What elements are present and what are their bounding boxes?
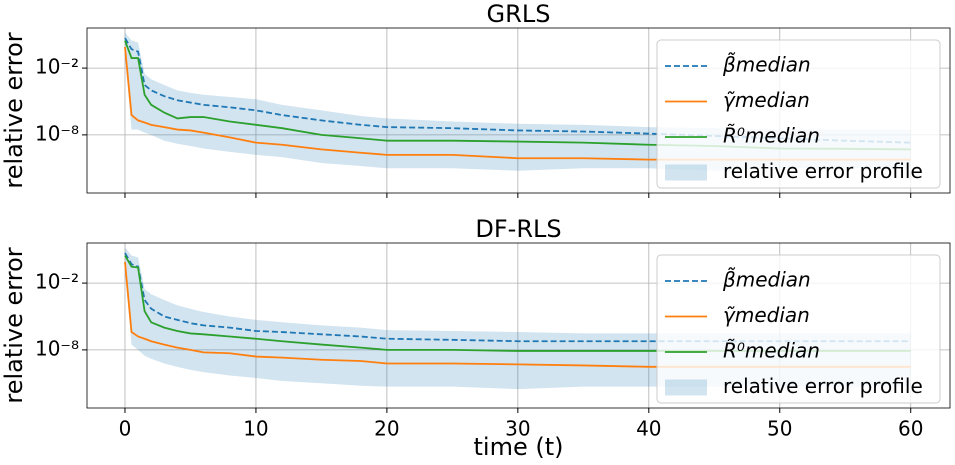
y-tick-label: 10⁻⁸ <box>35 336 79 360</box>
x-tick-label: 10 <box>243 417 268 441</box>
axes-frame <box>86 242 951 409</box>
x-tick-label: 20 <box>374 417 399 441</box>
y-axis-label: relative error <box>0 247 28 403</box>
y-tick-label: 10⁻² <box>35 55 79 79</box>
legend-label: relative error profile <box>723 374 923 398</box>
x-tick-label: 50 <box>767 417 792 441</box>
legend: β̃median γ̃median R̃⁰median relative error … <box>656 39 941 189</box>
legend-label: β̃median <box>722 267 811 292</box>
x-tick-label: 60 <box>898 417 923 441</box>
legend-label: γ̃median <box>723 88 810 112</box>
legend-label: relative error profile <box>723 159 923 183</box>
legend-label: R̃⁰median <box>723 124 820 148</box>
legend-swatch <box>665 379 707 396</box>
x-tick-label: 0 <box>119 417 132 441</box>
x-tick-label: 30 <box>505 417 530 441</box>
legend-label: R̃⁰median <box>723 339 820 363</box>
y-tick-label: 10⁻² <box>35 270 79 294</box>
legend-label: γ̃median <box>723 303 810 327</box>
x-axis-label: time (t) <box>474 433 564 461</box>
subplot: 0 10 20 30 40 50 60 10⁻² 10⁻⁸ DF-RLS relative erro… <box>0 215 951 461</box>
legend-swatch <box>665 164 707 181</box>
legend-box <box>656 39 941 189</box>
subplot-title: GRLS <box>487 0 551 28</box>
axes-frame <box>86 27 951 194</box>
legend: β̃median γ̃median R̃⁰median relative error … <box>656 254 941 404</box>
y-axis-label: relative error <box>0 32 28 188</box>
y-tick-label: 10⁻⁸ <box>35 121 79 145</box>
subplot-title: DF-RLS <box>475 215 561 243</box>
x-tick-label: 40 <box>636 417 661 441</box>
subplot: 10⁻² 10⁻⁸ GRLS relative error β̃median γ̃medi… <box>0 0 951 198</box>
legend-label: β̃median <box>722 52 811 77</box>
legend-box <box>656 254 941 404</box>
